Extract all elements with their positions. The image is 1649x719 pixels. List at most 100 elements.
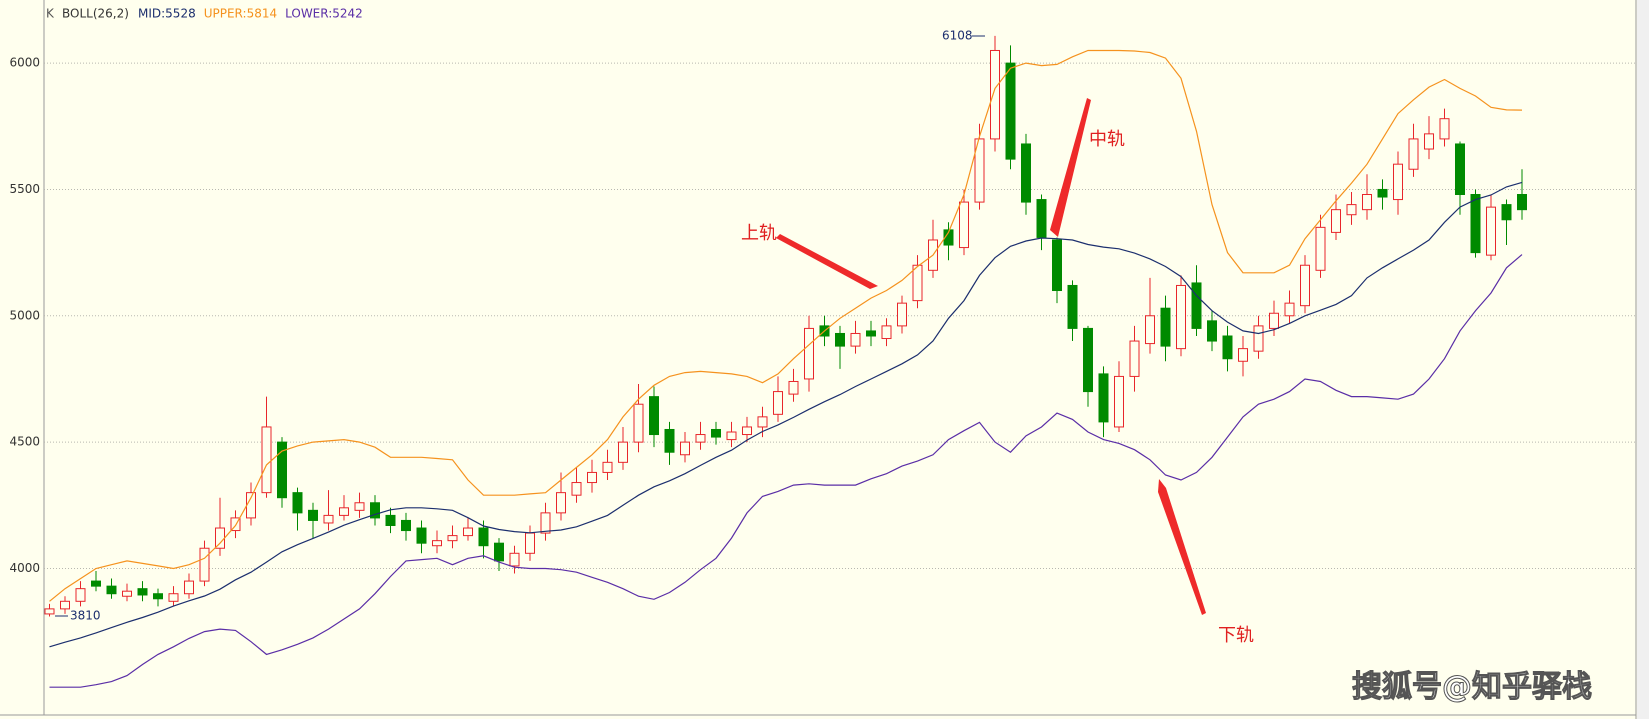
- candle-body: [370, 502, 380, 519]
- candle-body: [1160, 307, 1171, 347]
- candle-body: [1176, 284, 1186, 350]
- candle-body: [292, 492, 303, 514]
- legend-entry: MID:5528: [138, 7, 196, 21]
- candle-body: [850, 332, 861, 347]
- legend-entry: LOWER:5242: [285, 7, 363, 21]
- candle-body: [509, 552, 520, 567]
- candle-body: [339, 507, 349, 516]
- candle-body: [1455, 143, 1465, 196]
- mid-annotation: 中轨: [1089, 129, 1125, 150]
- candle-body: [1191, 282, 1202, 329]
- candle-body: [664, 428, 675, 453]
- candle-body: [1021, 143, 1031, 203]
- y-tick-label: 5000: [9, 308, 40, 322]
- candle-body: [680, 441, 690, 456]
- candle-body: [695, 434, 706, 443]
- candle-body: [959, 201, 969, 249]
- candle-body: [1300, 264, 1310, 307]
- band-line: [49, 49, 1523, 602]
- side-panel: [1637, 0, 1649, 719]
- candle-body: [106, 585, 117, 595]
- candle-body: [540, 512, 551, 534]
- candle-body: [618, 441, 628, 463]
- min-annotation: 3810: [70, 609, 101, 623]
- candle-body: [571, 482, 582, 496]
- candle-body: [44, 608, 55, 615]
- candle-body: [757, 416, 768, 428]
- candle-body: [277, 441, 287, 499]
- candle-body: [742, 426, 752, 436]
- candle-body: [1331, 209, 1341, 233]
- arrow: [1158, 479, 1206, 615]
- arrow: [776, 234, 878, 289]
- candle-body: [199, 547, 210, 582]
- candle-body: [215, 527, 225, 549]
- candle-body: [1439, 118, 1450, 140]
- candle-body: [168, 593, 179, 602]
- candle-body: [587, 471, 597, 484]
- candle-body: [1083, 327, 1093, 393]
- candle-body: [804, 327, 814, 380]
- candle-body: [602, 461, 613, 473]
- plot-area: [44, 35, 1636, 688]
- candle-body: [1067, 284, 1078, 329]
- candle-body: [463, 527, 473, 537]
- candle-body: [261, 426, 272, 494]
- candle-body: [881, 325, 892, 340]
- candle-body: [432, 540, 442, 547]
- lower-annotation: 下轨: [1218, 625, 1254, 646]
- candle-body: [1129, 340, 1140, 377]
- candle-body: [1424, 133, 1434, 150]
- candle-body: [75, 588, 86, 602]
- candle-body: [990, 49, 1000, 140]
- candle-body: [866, 330, 876, 337]
- candle-body: [1501, 204, 1512, 221]
- y-tick-label: 4500: [9, 435, 40, 449]
- candle-body: [401, 519, 411, 532]
- candle-body: [1253, 325, 1264, 352]
- candle-body: [1036, 199, 1047, 238]
- watermark: 搜狐号@知乎驿栈: [1352, 670, 1592, 705]
- candle-body: [1114, 375, 1124, 428]
- candle-body: [835, 332, 845, 347]
- candle-body: [1098, 373, 1109, 423]
- candle-body: [726, 431, 737, 441]
- period-label: K: [46, 7, 55, 21]
- band-line: [49, 181, 1523, 648]
- y-tick-label: 4000: [9, 561, 40, 575]
- candle-body: [1238, 348, 1248, 362]
- candle-body: [91, 580, 101, 587]
- indicator-label: BOLL(26,2): [62, 7, 129, 21]
- candle-body: [308, 509, 318, 521]
- candle-body: [897, 302, 907, 327]
- candle-body: [525, 532, 535, 554]
- candle-body: [184, 580, 194, 595]
- candle-body: [788, 380, 799, 395]
- candle-body: [1377, 188, 1388, 198]
- candle-body: [974, 138, 985, 203]
- candle-body: [416, 527, 427, 544]
- legend-entry: UPPER:5814: [204, 7, 277, 21]
- y-tick-label: 6000: [9, 56, 40, 70]
- candle-body: [137, 588, 148, 596]
- y-tick-label: 5500: [9, 182, 40, 196]
- arrow: [1050, 98, 1091, 237]
- candle-body: [773, 391, 783, 415]
- candle-body: [1222, 335, 1233, 360]
- max-annotation: 6108: [942, 29, 973, 43]
- candle-body: [1284, 302, 1295, 317]
- candle-body: [323, 514, 334, 524]
- candle-body: [153, 593, 163, 600]
- candle-body: [1362, 194, 1372, 211]
- candle-body: [385, 514, 396, 526]
- candle-body: [1408, 138, 1419, 170]
- candle-body: [1005, 62, 1016, 160]
- candle-body: [122, 590, 132, 597]
- upper-annotation: 上轨: [741, 223, 777, 244]
- candle-body: [1269, 312, 1279, 329]
- candle-body: [912, 264, 923, 302]
- candle-body: [943, 229, 954, 246]
- candle-body: [649, 396, 659, 436]
